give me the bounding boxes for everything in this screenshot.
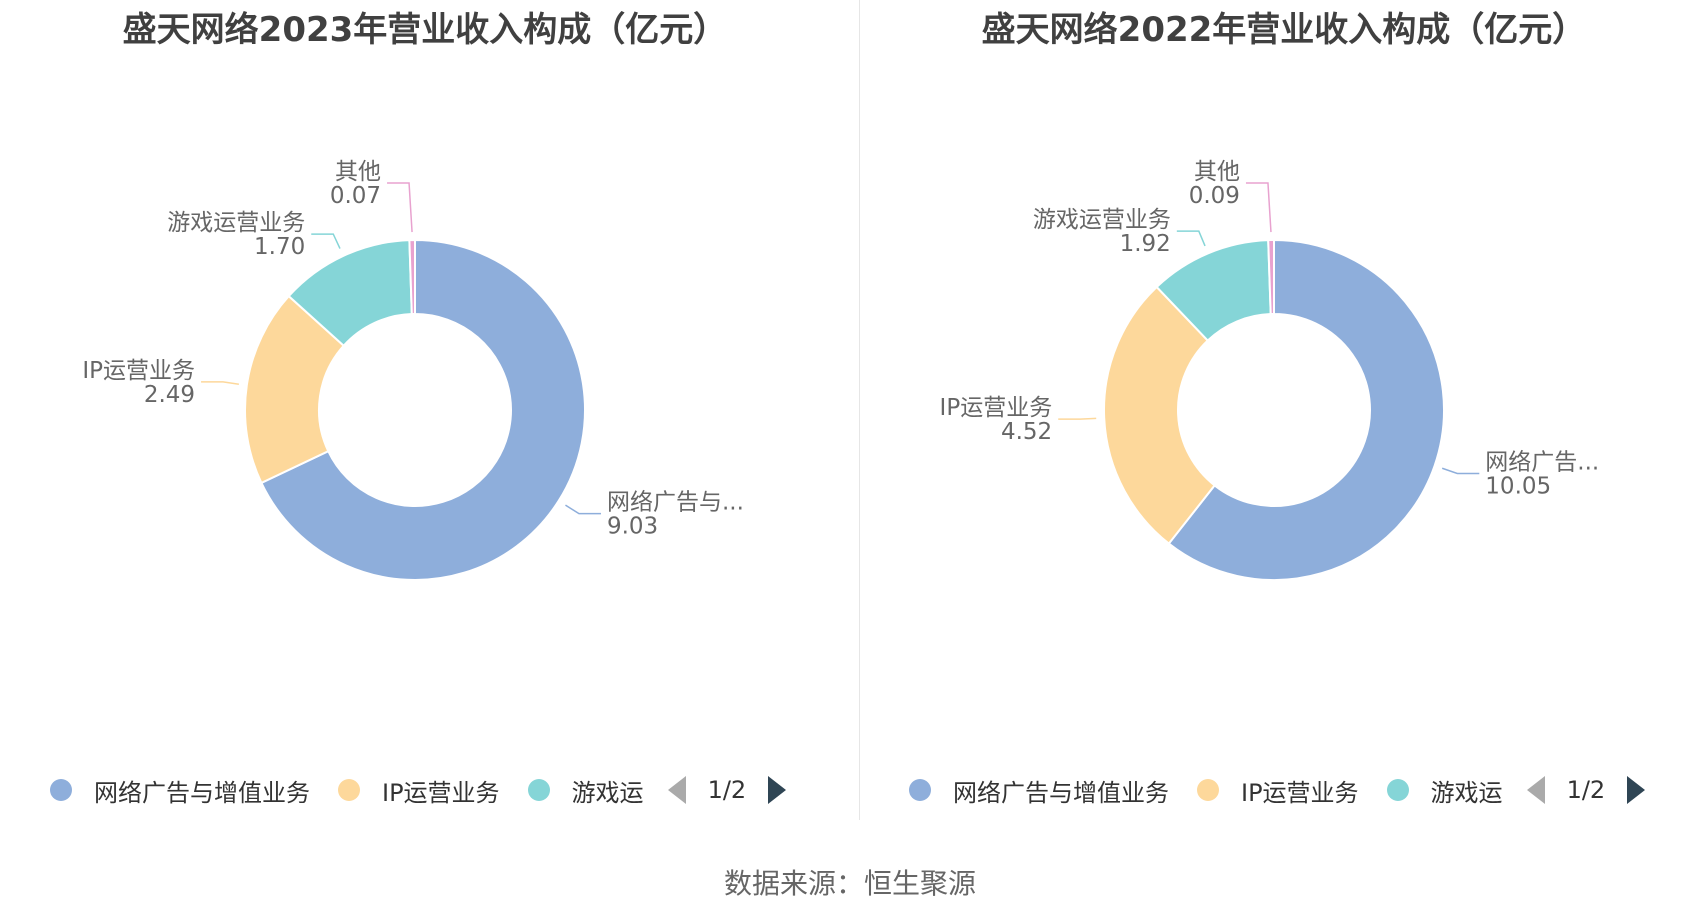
callout-leader-line [387, 182, 413, 233]
slice-1[interactable] [244, 294, 346, 485]
slice-label: IP运营业务 [940, 395, 1053, 421]
legend-item[interactable]: 网络广告与增值业务 [50, 773, 310, 808]
legend-item[interactable]: IP运营业务 [1197, 773, 1359, 808]
legend-marker [1197, 779, 1219, 801]
legend-marker [50, 779, 72, 801]
legend-pager: 1/2 [667, 776, 787, 804]
slice-value-label: 0.07 [330, 183, 381, 209]
legend-label: IP运营业务 [382, 778, 500, 807]
pager-prev-arrow-icon[interactable] [667, 776, 686, 804]
legend-label: IP运营业务 [1241, 778, 1359, 807]
slice-label: IP运营业务 [82, 358, 195, 384]
slice-label: 网络广告与... [607, 490, 744, 516]
chart-legend: 网络广告与增值业务 IP运营业务 游戏运 1/2 [50, 770, 787, 810]
pager-prev-arrow-icon[interactable] [1526, 776, 1545, 804]
legend-marker [909, 779, 931, 801]
legend-label: 网络广告与增值业务 [94, 778, 310, 807]
slice-value-label: 9.03 [607, 514, 658, 540]
slice-value-label: 1.70 [254, 234, 305, 260]
slice-1[interactable] [1103, 285, 1217, 545]
legend-marker [1386, 779, 1409, 801]
panel-divider [859, 0, 860, 820]
callout-leader-line [311, 233, 341, 249]
legend-item[interactable]: IP运营业务 [338, 773, 500, 808]
slice-value-label: 1.92 [1120, 231, 1171, 257]
legend-item[interactable]: 网络广告与增值业务 [909, 773, 1169, 808]
chart-title: 盛天网络2022年营业收入构成（亿元） [981, 10, 1587, 50]
callout-leader-line [1058, 417, 1097, 420]
slice-3[interactable] [408, 238, 416, 316]
slice-label: 其他 [335, 159, 381, 185]
callout-leader-line [1176, 230, 1206, 247]
slice-label: 游戏运营业务 [167, 210, 305, 236]
legend-label: 游戏运 [1430, 778, 1503, 807]
chart-panel-2022: 盛天网络2022年营业收入构成（亿元） 网络广告... 10.05 IP运营业务 4.… [859, 0, 1700, 820]
chart-panel-2023: 盛天网络2023年营业收入构成（亿元） 网络广告与... 9.03 IP运营业务 2.… [0, 0, 850, 820]
callout-leader-line [1441, 467, 1480, 475]
legend-item[interactable]: 游戏运 [1386, 773, 1503, 808]
pager-next-arrow-icon[interactable] [1627, 776, 1646, 804]
legend-marker [527, 779, 550, 801]
pager-page-text: 1/2 [707, 776, 747, 804]
data-source-note: 数据来源：恒生聚源 [723, 867, 976, 900]
slice-0[interactable] [1167, 238, 1445, 581]
slice-0[interactable] [260, 238, 586, 581]
slice-value-label: 2.49 [144, 382, 195, 408]
pager-page-text: 1/2 [1566, 776, 1606, 804]
chart-title: 盛天网络2023年营业收入构成（亿元） [122, 10, 728, 50]
pager-next-arrow-icon[interactable] [768, 776, 787, 804]
slice-label: 网络广告... [1485, 450, 1599, 476]
slice-label: 游戏运营业务 [1033, 207, 1171, 233]
legend-label: 游戏运 [571, 778, 644, 807]
slice-label: 其他 [1194, 159, 1240, 185]
legend-label: 网络广告与增值业务 [953, 778, 1169, 807]
slice-value-label: 10.05 [1485, 474, 1551, 500]
legend-marker [338, 779, 360, 801]
legend-pager: 1/2 [1526, 776, 1646, 804]
slice-value-label: 4.52 [1001, 419, 1052, 445]
slice-3[interactable] [1267, 238, 1275, 316]
callout-leader-line [1245, 182, 1272, 233]
callout-leader-line [565, 504, 601, 515]
slice-value-label: 0.09 [1189, 183, 1240, 209]
callout-leader-line [201, 381, 239, 385]
legend-item[interactable]: 游戏运 [527, 773, 644, 808]
chart-legend: 网络广告与增值业务 IP运营业务 游戏运 1/2 [909, 770, 1646, 810]
